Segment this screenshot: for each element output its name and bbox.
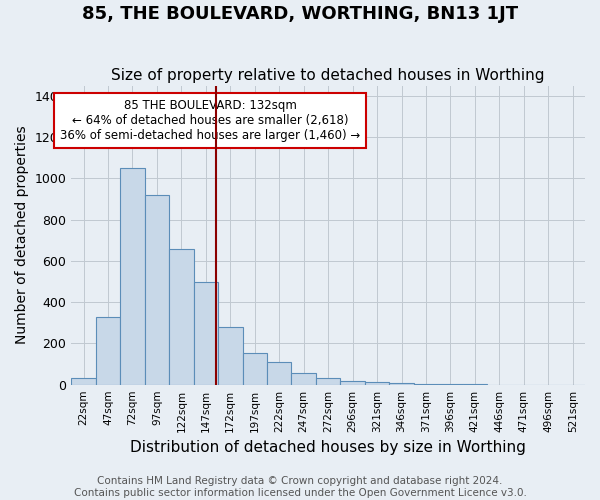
Bar — [242, 352, 267, 384]
Bar — [340, 380, 365, 384]
Bar — [389, 382, 414, 384]
Y-axis label: Number of detached properties: Number of detached properties — [15, 126, 29, 344]
Text: 85, THE BOULEVARD, WORTHING, BN13 1JT: 85, THE BOULEVARD, WORTHING, BN13 1JT — [82, 5, 518, 23]
Bar — [71, 378, 96, 384]
Text: Contains HM Land Registry data © Crown copyright and database right 2024.
Contai: Contains HM Land Registry data © Crown c… — [74, 476, 526, 498]
Bar — [292, 374, 316, 384]
Bar — [169, 248, 194, 384]
Bar — [218, 327, 242, 384]
Bar — [194, 282, 218, 385]
Bar — [120, 168, 145, 384]
Bar — [365, 382, 389, 384]
Bar — [96, 316, 120, 384]
Bar — [145, 195, 169, 384]
Bar — [316, 378, 340, 384]
X-axis label: Distribution of detached houses by size in Worthing: Distribution of detached houses by size … — [130, 440, 526, 455]
Text: 85 THE BOULEVARD: 132sqm
← 64% of detached houses are smaller (2,618)
36% of sem: 85 THE BOULEVARD: 132sqm ← 64% of detach… — [60, 99, 360, 142]
Title: Size of property relative to detached houses in Worthing: Size of property relative to detached ho… — [112, 68, 545, 83]
Bar — [267, 362, 292, 384]
